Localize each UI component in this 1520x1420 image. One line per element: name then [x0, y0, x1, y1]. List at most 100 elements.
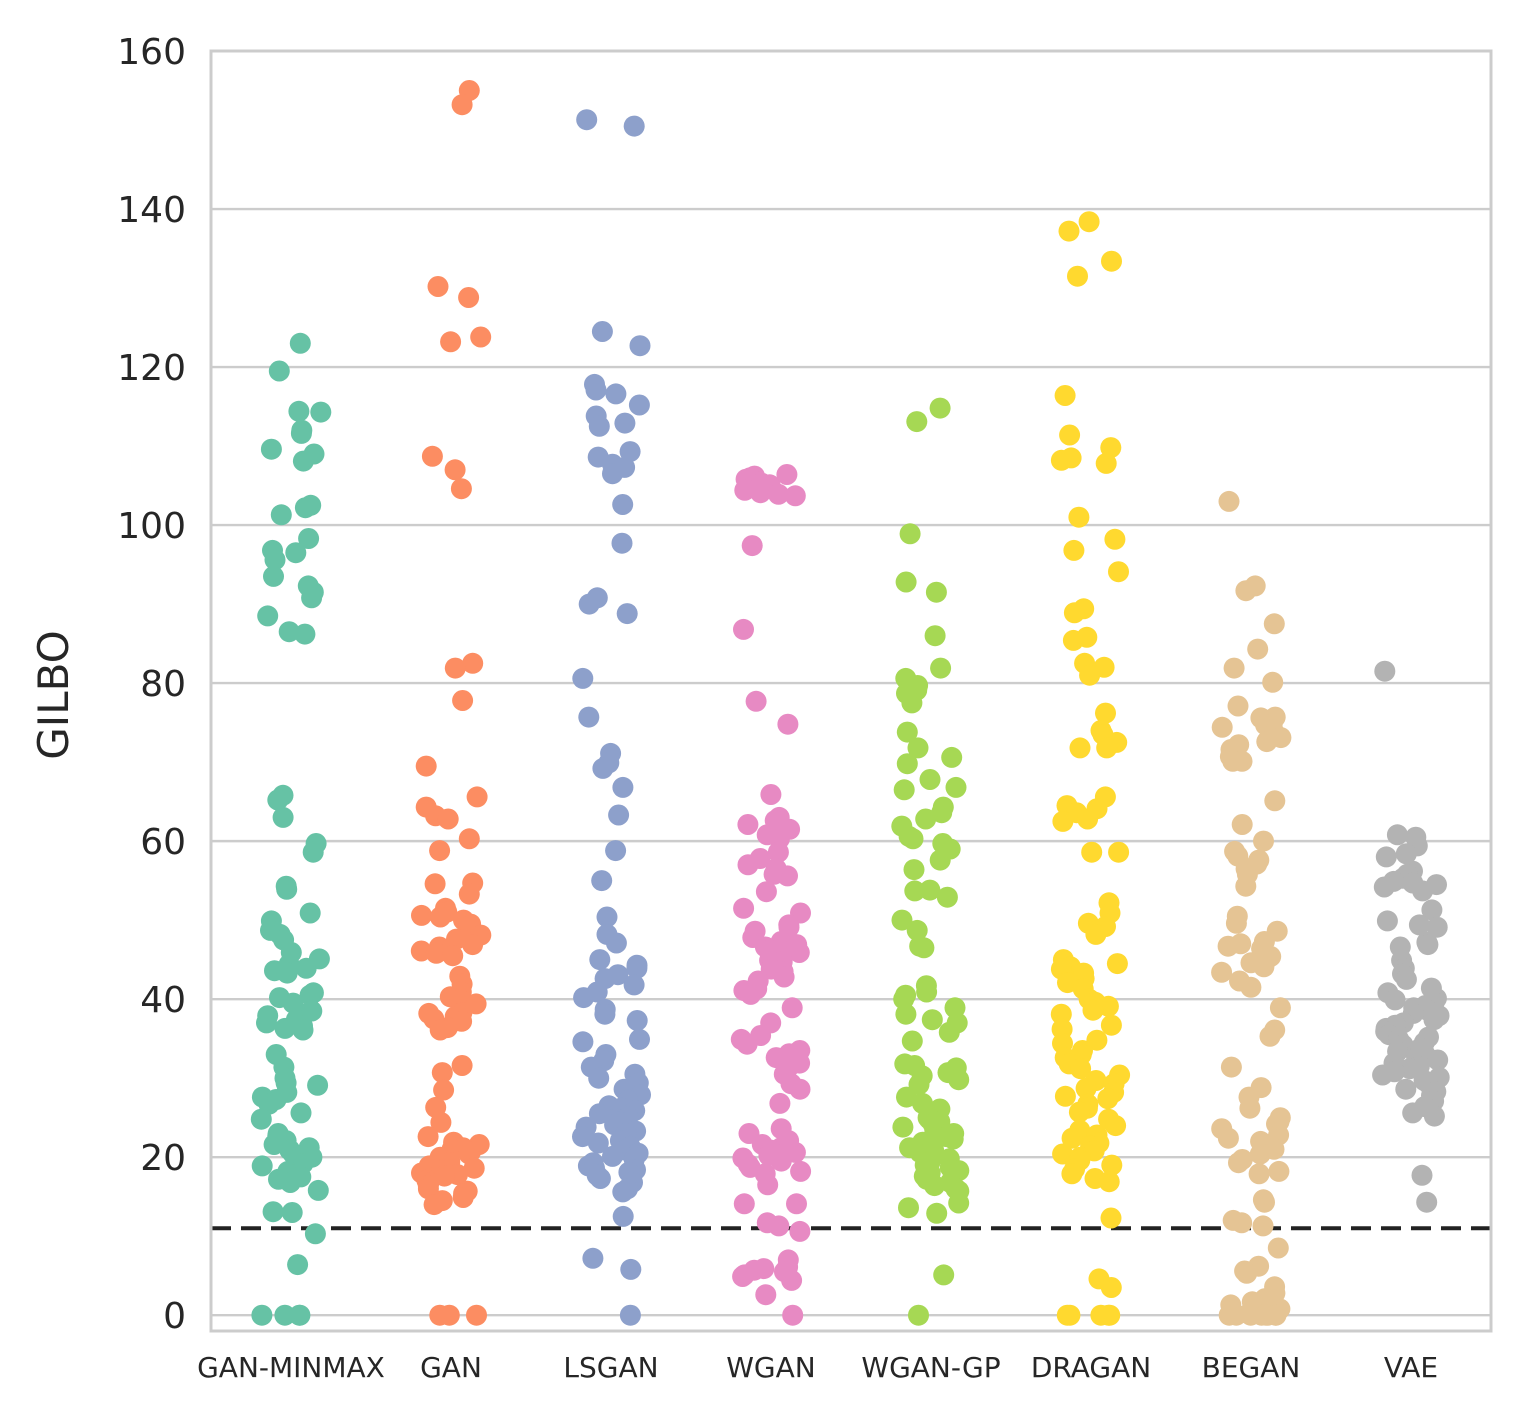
data-point — [1231, 1212, 1253, 1234]
data-point — [1223, 657, 1245, 679]
data-point — [1100, 1207, 1122, 1229]
data-point — [592, 757, 614, 779]
data-point — [1254, 1191, 1275, 1213]
data-point — [281, 1202, 303, 1223]
data-point — [1255, 1304, 1277, 1326]
data-point — [587, 1132, 609, 1154]
data-point — [616, 603, 638, 625]
data-point — [594, 1003, 616, 1025]
data-point — [623, 115, 645, 137]
data-point — [263, 565, 284, 587]
data-point — [782, 1304, 804, 1326]
data-point — [1101, 1154, 1123, 1176]
series-gan — [410, 80, 492, 1326]
x-tick-label: GAN — [420, 1351, 482, 1384]
data-point — [781, 1269, 803, 1291]
data-point — [906, 411, 928, 433]
data-point — [757, 1174, 779, 1196]
y-tick-label: 0 — [163, 1296, 186, 1337]
data-point — [1054, 1085, 1076, 1107]
data-point — [589, 1168, 611, 1189]
series-wgan-gp — [891, 397, 970, 1326]
data-point — [896, 1086, 917, 1108]
data-point — [452, 1187, 474, 1208]
data-point — [290, 1102, 312, 1124]
data-point — [1081, 841, 1103, 863]
y-tick-label: 100 — [117, 506, 186, 547]
x-tick-label: WGAN-GP — [861, 1351, 1000, 1384]
data-point — [948, 1192, 970, 1214]
x-tick-label: GAN-MINMAX — [197, 1351, 385, 1384]
data-point — [310, 401, 332, 423]
x-tick-label: LSGAN — [563, 1351, 658, 1384]
data-point — [1421, 899, 1443, 921]
data-point — [1249, 1143, 1271, 1165]
data-point — [1061, 1127, 1083, 1149]
data-point — [294, 497, 316, 519]
data-point — [948, 1069, 970, 1091]
data-point — [1411, 1164, 1433, 1186]
data-point — [578, 706, 600, 728]
data-point — [1097, 1304, 1119, 1326]
data-point — [1079, 664, 1101, 686]
data-point — [1264, 790, 1286, 812]
data-point — [429, 1304, 451, 1326]
data-point — [924, 1175, 945, 1197]
data-points — [250, 80, 1450, 1326]
data-point — [789, 1220, 811, 1242]
data-point — [451, 94, 473, 116]
data-point — [776, 464, 798, 485]
data-point — [442, 945, 464, 967]
series-wgan — [730, 464, 812, 1326]
data-point — [1427, 1049, 1449, 1071]
data-point — [629, 335, 651, 357]
data-point — [921, 1009, 943, 1031]
data-point — [295, 957, 317, 979]
data-point — [307, 1179, 329, 1201]
data-point — [1268, 1160, 1290, 1182]
data-point — [576, 109, 598, 131]
data-point — [470, 326, 492, 348]
data-point — [307, 1074, 329, 1096]
data-point — [458, 287, 480, 308]
data-point — [285, 542, 307, 564]
y-tick-label: 80 — [140, 664, 186, 705]
series-gan-minmax — [250, 332, 332, 1326]
data-point — [1384, 989, 1406, 1011]
data-point — [1068, 1101, 1090, 1123]
data-point — [294, 623, 316, 645]
data-point — [788, 942, 810, 963]
data-point — [896, 753, 918, 775]
data-point — [902, 828, 924, 850]
data-point — [908, 1304, 929, 1326]
data-point — [302, 841, 324, 863]
data-point — [1108, 841, 1130, 863]
data-point — [299, 984, 321, 1006]
data-point — [760, 784, 782, 805]
data-point — [264, 549, 286, 571]
data-point — [250, 1108, 272, 1130]
data-point — [619, 441, 641, 463]
data-point — [444, 657, 466, 679]
data-point — [896, 721, 918, 743]
data-point — [1373, 876, 1395, 898]
data-point — [770, 1150, 792, 1172]
data-point — [292, 450, 314, 472]
data-point — [1077, 808, 1099, 830]
data-point — [1100, 437, 1122, 459]
data-point — [924, 625, 946, 647]
data-point — [904, 880, 926, 902]
data-point — [913, 937, 935, 959]
data-point — [411, 904, 432, 926]
y-tick-label: 40 — [140, 980, 186, 1021]
data-point — [279, 1172, 301, 1193]
x-tick-labels: GAN-MINMAX GAN LSGAN WGAN WGAN-GP DRAGAN BEGAN… — [197, 1351, 1438, 1384]
data-point — [901, 1030, 923, 1052]
data-point — [452, 690, 474, 711]
data-point — [602, 1145, 623, 1167]
data-point — [260, 438, 282, 460]
data-point — [1235, 875, 1257, 897]
data-point — [1402, 1102, 1424, 1124]
data-point — [458, 883, 480, 905]
data-point — [299, 902, 321, 924]
